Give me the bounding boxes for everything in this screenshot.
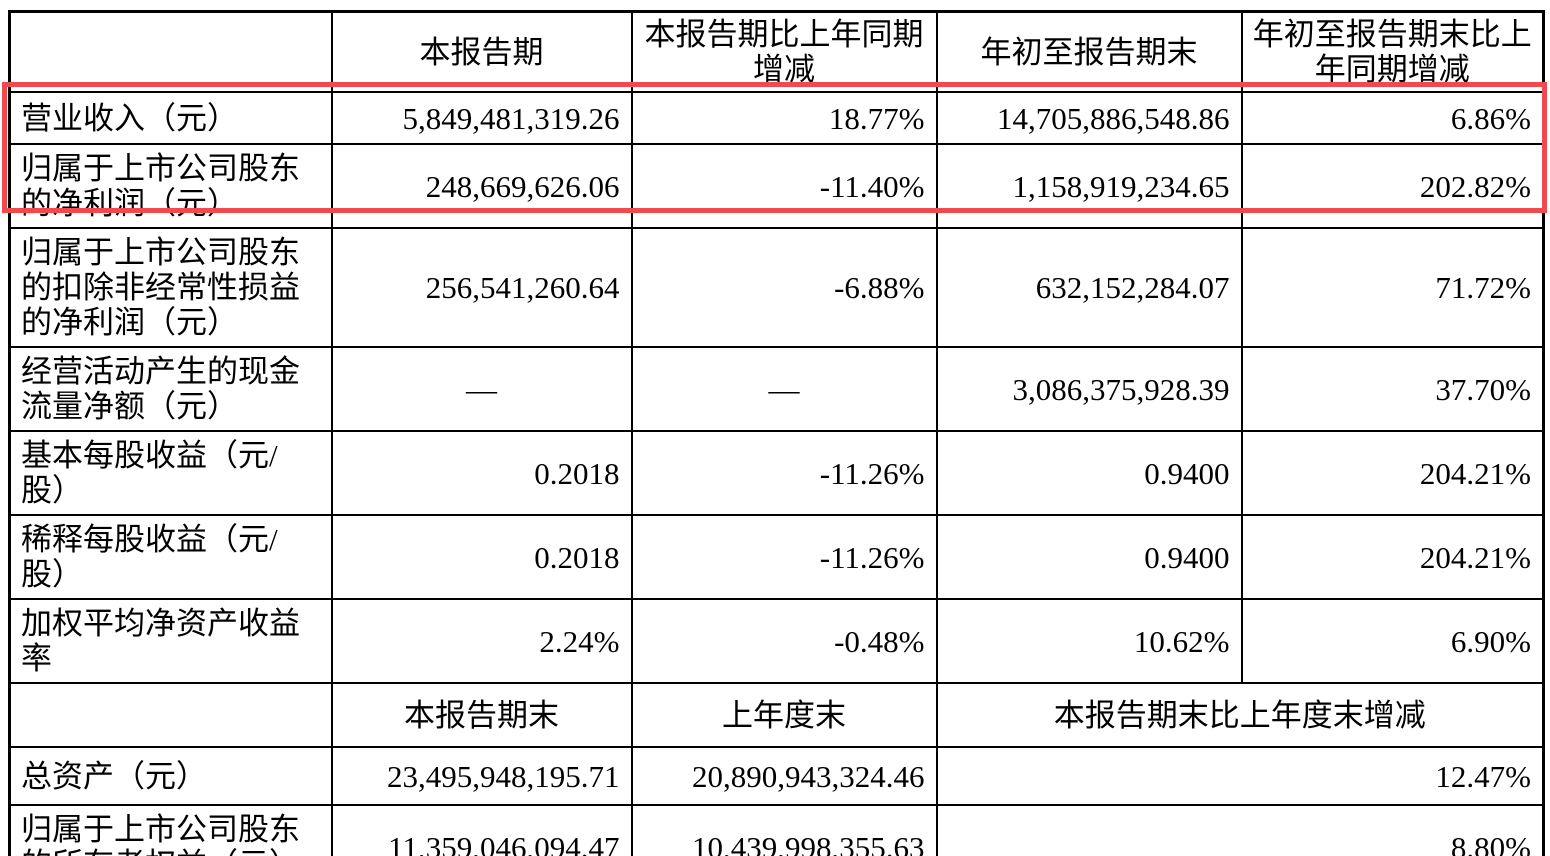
value-period-end-change: 12.47% bbox=[935, 746, 1545, 806]
value-ytd-change: 202.82% bbox=[1240, 143, 1545, 229]
value-current-period-change: -0.48% bbox=[630, 598, 938, 684]
table-header-balance: 本报告期末 上年度末 本报告期末比上年度末增减 bbox=[8, 682, 1545, 748]
table-header-period: 本报告期 本报告期比上年同期增减 年初至报告期末 年初至报告期末比上年同期增减 bbox=[8, 10, 1545, 93]
value-current-period: 5,849,481,319.26 bbox=[330, 91, 633, 145]
table-row-revenue: 营业收入（元） 5,849,481,319.26 18.77% 14,705,8… bbox=[8, 91, 1545, 145]
key-financials-table: 本报告期 本报告期比上年同期增减 年初至报告期末 年初至报告期末比上年同期增减 … bbox=[8, 10, 1545, 856]
row-label: 稀释每股收益（元/股） bbox=[8, 514, 333, 600]
value-current-period-change: 18.77% bbox=[630, 91, 938, 145]
value-current-period-change: -6.88% bbox=[630, 227, 938, 348]
value-current-period: — bbox=[330, 346, 633, 432]
table-row-net-profit: 归属于上市公司股东的净利润（元） 248,669,626.06 -11.40% … bbox=[8, 143, 1545, 229]
table-row-owners-equity: 归属于上市公司股东的所有者权益（元） 11,359,046,094.47 10,… bbox=[8, 804, 1545, 856]
row-label: 营业收入（元） bbox=[8, 91, 333, 145]
value-period-end: 11,359,046,094.47 bbox=[330, 804, 633, 856]
value-current-period: 248,669,626.06 bbox=[330, 143, 633, 229]
value-ytd-change: 6.86% bbox=[1240, 91, 1545, 145]
value-ytd: 10.62% bbox=[935, 598, 1243, 684]
row-label: 经营活动产生的现金流量净额（元） bbox=[8, 346, 333, 432]
row-label: 归属于上市公司股东的所有者权益（元） bbox=[8, 804, 333, 856]
col-header-current-period-yoy-change: 本报告期比上年同期增减 bbox=[630, 10, 938, 93]
header-blank-cell bbox=[8, 682, 333, 748]
col-header-period-end-change: 本报告期末比上年度末增减 bbox=[935, 682, 1545, 748]
value-ytd: 3,086,375,928.39 bbox=[935, 346, 1243, 432]
value-period-end-change: 8.80% bbox=[935, 804, 1545, 856]
value-ytd-change: 204.21% bbox=[1240, 430, 1545, 516]
col-header-ytd-yoy-change: 年初至报告期末比上年同期增减 bbox=[1240, 10, 1545, 93]
value-ytd: 0.9400 bbox=[935, 514, 1243, 600]
value-ytd: 1,158,919,234.65 bbox=[935, 143, 1243, 229]
value-ytd: 14,705,886,548.86 bbox=[935, 91, 1243, 145]
value-ytd: 632,152,284.07 bbox=[935, 227, 1243, 348]
table-row-operating-cash-flow: 经营活动产生的现金流量净额（元） — — 3,086,375,928.39 37… bbox=[8, 346, 1545, 432]
value-current-period: 0.2018 bbox=[330, 514, 633, 600]
row-label: 归属于上市公司股东的净利润（元） bbox=[8, 143, 333, 229]
value-current-period-change: -11.26% bbox=[630, 430, 938, 516]
row-label: 总资产（元） bbox=[8, 746, 333, 806]
row-label: 归属于上市公司股东的扣除非经常性损益的净利润（元） bbox=[8, 227, 333, 348]
col-header-prev-year-end: 上年度末 bbox=[630, 682, 938, 748]
row-label: 加权平均净资产收益率 bbox=[8, 598, 333, 684]
table-row-net-profit-excl-nonrecurring: 归属于上市公司股东的扣除非经常性损益的净利润（元） 256,541,260.64… bbox=[8, 227, 1545, 348]
value-ytd-change: 204.21% bbox=[1240, 514, 1545, 600]
table-row-basic-eps: 基本每股收益（元/股） 0.2018 -11.26% 0.9400 204.21… bbox=[8, 430, 1545, 516]
col-header-period-end: 本报告期末 bbox=[330, 682, 633, 748]
value-current-period-change: -11.26% bbox=[630, 514, 938, 600]
value-ytd-change: 71.72% bbox=[1240, 227, 1545, 348]
value-current-period: 0.2018 bbox=[330, 430, 633, 516]
table-row-total-assets: 总资产（元） 23,495,948,195.71 20,890,943,324.… bbox=[8, 746, 1545, 806]
value-ytd: 0.9400 bbox=[935, 430, 1243, 516]
value-ytd-change: 37.70% bbox=[1240, 346, 1545, 432]
col-header-current-period: 本报告期 bbox=[330, 10, 633, 93]
value-current-period-change: — bbox=[630, 346, 938, 432]
col-header-ytd: 年初至报告期末 bbox=[935, 10, 1243, 93]
header-blank-cell bbox=[8, 10, 333, 93]
value-current-period: 256,541,260.64 bbox=[330, 227, 633, 348]
value-prev-year-end: 10,439,998,355.63 bbox=[630, 804, 938, 856]
value-ytd-change: 6.90% bbox=[1240, 598, 1545, 684]
table-row-diluted-eps: 稀释每股收益（元/股） 0.2018 -11.26% 0.9400 204.21… bbox=[8, 514, 1545, 600]
value-current-period: 2.24% bbox=[330, 598, 633, 684]
table-row-weighted-roe: 加权平均净资产收益率 2.24% -0.48% 10.62% 6.90% bbox=[8, 598, 1545, 684]
value-prev-year-end: 20,890,943,324.46 bbox=[630, 746, 938, 806]
row-label: 基本每股收益（元/股） bbox=[8, 430, 333, 516]
value-current-period-change: -11.40% bbox=[630, 143, 938, 229]
value-period-end: 23,495,948,195.71 bbox=[330, 746, 633, 806]
